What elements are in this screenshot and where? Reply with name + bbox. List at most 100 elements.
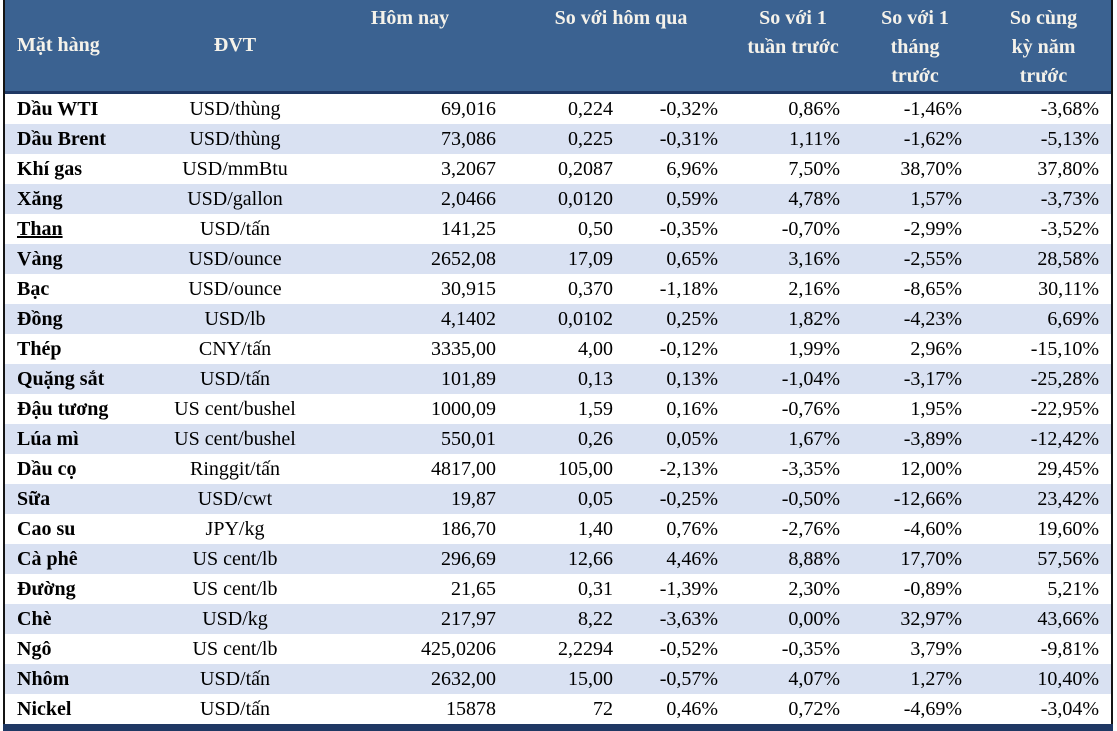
- pct-vs-yesterday: -0,35%: [627, 214, 733, 244]
- today-value: 4817,00: [310, 454, 510, 484]
- unit-cell: US cent/lb: [160, 634, 310, 664]
- pct-vs-year: 30,11%: [976, 274, 1112, 304]
- change-vs-yesterday-value: 0,05: [510, 484, 627, 514]
- pct-vs-month: 1,27%: [854, 664, 977, 694]
- today-value: 30,915: [310, 274, 510, 304]
- col-header-vs-month: So với 1 tháng trước: [854, 0, 977, 94]
- pct-vs-week: 0,72%: [732, 694, 855, 724]
- table-row: Đậu tương US cent/bushel 1000,09 1,59 0,16% -…: [5, 394, 1112, 424]
- table-row: Dầu cọ Ringgit/tấn 4817,00 105,00 -2,13% -3,3…: [5, 454, 1112, 484]
- pct-vs-week: 4,78%: [732, 184, 855, 214]
- pct-vs-week: -3,35%: [732, 454, 855, 484]
- table-row: Vàng USD/ounce 2652,08 17,09 0,65% 3,16% -2,55…: [5, 244, 1112, 274]
- today-value: 2,0466: [310, 184, 510, 214]
- pct-vs-month: -1,62%: [854, 124, 977, 154]
- change-vs-yesterday-value: 0,0120: [510, 184, 627, 214]
- unit-cell: USD/tấn: [160, 694, 310, 724]
- change-vs-yesterday-value: 2,2294: [510, 634, 627, 664]
- pct-vs-week: 8,88%: [732, 544, 855, 574]
- change-vs-yesterday-value: 0,225: [510, 124, 627, 154]
- pct-vs-yesterday: 6,96%: [627, 154, 733, 184]
- change-vs-yesterday-value: 0,31: [510, 574, 627, 604]
- pct-vs-yesterday: 0,65%: [627, 244, 733, 274]
- commodity-name: Cà phê: [5, 544, 160, 574]
- header-row: Mặt hàng ĐVT Hôm nay So với hôm qua So v…: [5, 0, 1112, 94]
- unit-cell: USD/ounce: [160, 274, 310, 304]
- commodity-name: Sữa: [5, 484, 160, 514]
- commodity-name: Dầu cọ: [5, 454, 160, 484]
- change-vs-yesterday-value: 0,26: [510, 424, 627, 454]
- pct-vs-week: 2,30%: [732, 574, 855, 604]
- commodity-name: Ngô: [5, 634, 160, 664]
- commodity-name: Nhôm: [5, 664, 160, 694]
- unit-cell: USD/gallon: [160, 184, 310, 214]
- pct-vs-year: -3,68%: [976, 92, 1112, 124]
- table-row: Ngô US cent/lb 425,0206 2,2294 -0,52% -0,35% 3…: [5, 634, 1112, 664]
- col-header-unit: ĐVT: [160, 0, 310, 94]
- change-vs-yesterday-value: 4,00: [510, 334, 627, 364]
- pct-vs-yesterday: 4,46%: [627, 544, 733, 574]
- change-vs-yesterday-value: 0,0102: [510, 304, 627, 334]
- pct-vs-month: -12,66%: [854, 484, 977, 514]
- commodity-name: Cao su: [5, 514, 160, 544]
- unit-cell: USD/tấn: [160, 364, 310, 394]
- pct-vs-month: -4,60%: [854, 514, 977, 544]
- unit-cell: US cent/lb: [160, 544, 310, 574]
- pct-vs-year: 57,56%: [976, 544, 1112, 574]
- today-value: 550,01: [310, 424, 510, 454]
- commodity-name: Đồng: [5, 304, 160, 334]
- today-value: 19,87: [310, 484, 510, 514]
- table-row: Đường US cent/lb 21,65 0,31 -1,39% 2,30% -0,89…: [5, 574, 1112, 604]
- pct-vs-month: 1,57%: [854, 184, 977, 214]
- change-vs-yesterday-value: 0,13: [510, 364, 627, 394]
- commodity-price-table: Mặt hàng ĐVT Hôm nay So với hôm qua So v…: [5, 0, 1112, 724]
- pct-vs-year: 23,42%: [976, 484, 1112, 514]
- pct-vs-year: -25,28%: [976, 364, 1112, 394]
- table-row: Cao su JPY/kg 186,70 1,40 0,76% -2,76% -4,60% 1…: [5, 514, 1112, 544]
- table-row: Thép CNY/tấn 3335,00 4,00 -0,12% 1,99% 2,96% -1…: [5, 334, 1112, 364]
- unit-cell: US cent/bushel: [160, 394, 310, 424]
- today-value: 2632,00: [310, 664, 510, 694]
- pct-vs-year: -12,42%: [976, 424, 1112, 454]
- change-vs-yesterday-value: 0,50: [510, 214, 627, 244]
- pct-vs-yesterday: -0,32%: [627, 92, 733, 124]
- pct-vs-year: -22,95%: [976, 394, 1112, 424]
- pct-vs-yesterday: -2,13%: [627, 454, 733, 484]
- unit-cell: CNY/tấn: [160, 334, 310, 364]
- pct-vs-yesterday: -1,18%: [627, 274, 733, 304]
- pct-vs-month: -2,55%: [854, 244, 977, 274]
- commodity-name: Bạc: [5, 274, 160, 304]
- commodity-name: Lúa mì: [5, 424, 160, 454]
- commodity-name: Dầu WTI: [5, 92, 160, 124]
- unit-cell: USD/thùng: [160, 124, 310, 154]
- pct-vs-week: -0,76%: [732, 394, 855, 424]
- pct-vs-month: -2,99%: [854, 214, 977, 244]
- change-vs-yesterday-value: 0,224: [510, 92, 627, 124]
- table-row: Cà phê US cent/lb 296,69 12,66 4,46% 8,88% 17,…: [5, 544, 1112, 574]
- change-vs-yesterday-value: 0,2087: [510, 154, 627, 184]
- unit-cell: USD/lb: [160, 304, 310, 334]
- today-value: 2652,08: [310, 244, 510, 274]
- pct-vs-year: -3,73%: [976, 184, 1112, 214]
- col-header-vs-year: So cùng kỳ năm trước: [976, 0, 1112, 94]
- pct-vs-year: 37,80%: [976, 154, 1112, 184]
- col-header-vs-yesterday: So với hôm qua: [510, 0, 733, 94]
- pct-vs-year: 19,60%: [976, 514, 1112, 544]
- pct-vs-yesterday: 0,46%: [627, 694, 733, 724]
- pct-vs-yesterday: 0,16%: [627, 394, 733, 424]
- bottom-accent-bar: [3, 724, 1113, 731]
- pct-vs-week: -2,76%: [732, 514, 855, 544]
- pct-vs-week: -0,70%: [732, 214, 855, 244]
- pct-vs-week: 1,99%: [732, 334, 855, 364]
- pct-vs-month: 1,95%: [854, 394, 977, 424]
- commodity-name: Chè: [5, 604, 160, 634]
- table-row: Than USD/tấn 141,25 0,50 -0,35% -0,70% -2,99% -…: [5, 214, 1112, 244]
- unit-cell: USD/tấn: [160, 664, 310, 694]
- table-row: Quặng sắt USD/tấn 101,89 0,13 0,13% -1,04% -3,…: [5, 364, 1112, 394]
- table-header: Mặt hàng ĐVT Hôm nay So với hôm qua So v…: [5, 0, 1112, 94]
- today-value: 101,89: [310, 364, 510, 394]
- pct-vs-yesterday: -0,57%: [627, 664, 733, 694]
- today-value: 1000,09: [310, 394, 510, 424]
- table-row: Đồng USD/lb 4,1402 0,0102 0,25% 1,82% -4,23% 6,…: [5, 304, 1112, 334]
- pct-vs-week: 0,86%: [732, 92, 855, 124]
